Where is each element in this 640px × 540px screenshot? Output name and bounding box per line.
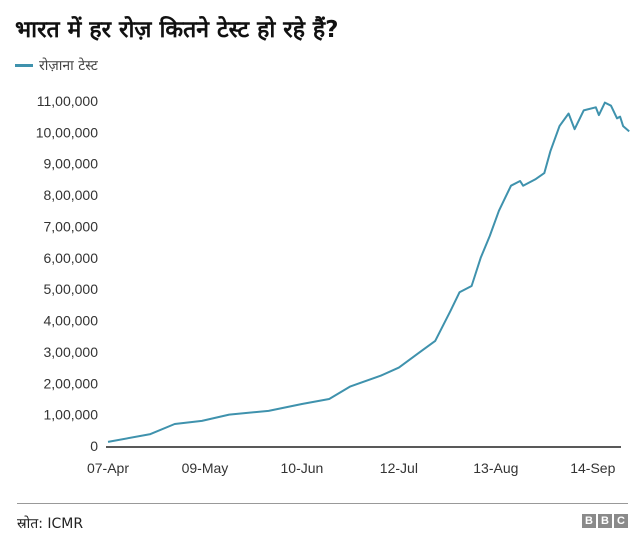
- y-tick-label: 1,00,000: [44, 407, 99, 423]
- legend-label: रोज़ाना टेस्ट: [39, 58, 98, 74]
- y-tick-label: 5,00,000: [44, 281, 99, 297]
- x-tick-label: 12-Jul: [380, 460, 418, 476]
- legend: रोज़ाना टेस्ट: [15, 56, 98, 75]
- legend-swatch: [15, 64, 33, 67]
- y-tick-label: 7,00,000: [44, 218, 99, 234]
- footer-divider: [17, 503, 628, 504]
- y-tick-label: 6,00,000: [44, 250, 99, 266]
- y-tick-label: 11,00,000: [37, 93, 98, 109]
- y-tick-label: 3,00,000: [44, 344, 99, 360]
- y-tick-label: 0: [90, 438, 98, 454]
- chart-title: भारत में हर रोज़ कितने टेस्ट हो रहे हैं?: [15, 17, 339, 43]
- y-tick-label: 10,00,000: [36, 124, 98, 140]
- x-tick-label: 10-Jun: [281, 460, 324, 476]
- y-tick-label: 8,00,000: [44, 187, 99, 203]
- series-line: [107, 101, 630, 443]
- x-tick-label: 09-May: [182, 460, 229, 476]
- y-tick-label: 4,00,000: [44, 313, 99, 329]
- x-tick-label: 13-Aug: [473, 460, 518, 476]
- line-chart: 0 1,00,000 2,00,000 3,00,000 4,00,000 5,00,00…: [36, 93, 630, 476]
- x-tick-label: 14-Sep: [570, 460, 615, 476]
- source-note: स्रोत: ICMR: [17, 516, 84, 532]
- y-tick-label: 2,00,000: [44, 375, 99, 391]
- y-tick-label: 9,00,000: [44, 156, 99, 172]
- x-tick-label: 07-Apr: [87, 460, 129, 476]
